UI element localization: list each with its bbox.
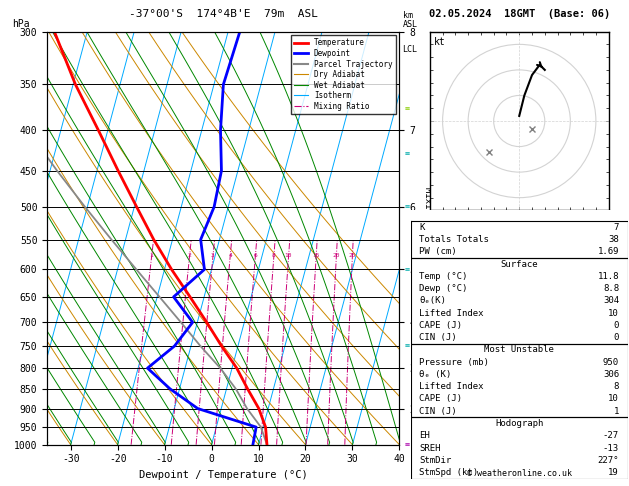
Text: CAPE (J): CAPE (J) [420,321,462,330]
Text: ≡: ≡ [404,265,409,274]
Text: CAPE (J): CAPE (J) [420,395,462,403]
Text: 25: 25 [348,253,356,258]
Text: CIN (J): CIN (J) [420,333,457,342]
Text: 15: 15 [313,253,320,258]
Text: -13: -13 [603,444,619,452]
Text: EH: EH [420,431,430,440]
Text: 306: 306 [603,370,619,379]
Text: ≡: ≡ [404,202,409,211]
Text: StmSpd (kt): StmSpd (kt) [420,468,479,477]
Text: 38: 38 [608,235,619,244]
Text: 1: 1 [150,253,153,258]
Text: 02.05.2024  18GMT  (Base: 06): 02.05.2024 18GMT (Base: 06) [428,9,610,19]
Text: LCL: LCL [402,45,417,53]
Text: kt: kt [433,37,445,47]
Y-axis label: Mixing Ratio (g/kg): Mixing Ratio (g/kg) [423,187,431,289]
Text: θₑ (K): θₑ (K) [420,370,452,379]
Text: 4: 4 [228,253,232,258]
Text: 8: 8 [272,253,276,258]
Text: 8: 8 [614,382,619,391]
Text: 6: 6 [253,253,257,258]
Text: 0: 0 [614,333,619,342]
Text: Lifted Index: Lifted Index [420,309,484,318]
Text: 950: 950 [603,358,619,367]
Text: 304: 304 [603,296,619,305]
Text: SREH: SREH [420,444,441,452]
Text: Temp (°C): Temp (°C) [420,272,468,281]
Text: km
ASL: km ASL [403,11,418,29]
X-axis label: Dewpoint / Temperature (°C): Dewpoint / Temperature (°C) [139,470,308,480]
Text: 8.8: 8.8 [603,284,619,293]
Text: -37°00'S  174°4B'E  79m  ASL: -37°00'S 174°4B'E 79m ASL [129,9,318,19]
Text: StmDir: StmDir [420,456,452,465]
Text: 227°: 227° [598,456,619,465]
Text: Pressure (mb): Pressure (mb) [420,358,489,367]
Text: ≡: ≡ [404,342,409,350]
Text: θₑ(K): θₑ(K) [420,296,447,305]
Text: -27: -27 [603,431,619,440]
Text: Most Unstable: Most Unstable [484,346,554,354]
Text: ≡: ≡ [404,440,409,449]
Text: K: K [420,223,425,232]
Text: 1: 1 [614,407,619,416]
Text: 0: 0 [614,321,619,330]
Text: 2: 2 [187,253,191,258]
Text: ≡: ≡ [404,104,409,113]
Text: Lifted Index: Lifted Index [420,382,484,391]
Text: 1.69: 1.69 [598,247,619,256]
Text: Dewp (°C): Dewp (°C) [420,284,468,293]
Text: © weatheronline.co.uk: © weatheronline.co.uk [467,469,572,478]
Text: 11.8: 11.8 [598,272,619,281]
Text: 3: 3 [211,253,214,258]
Text: 20: 20 [333,253,340,258]
Text: 10: 10 [608,309,619,318]
Text: Hodograph: Hodograph [495,419,543,428]
Text: ≡: ≡ [404,150,409,158]
Text: PW (cm): PW (cm) [420,247,457,256]
Text: hPa: hPa [13,19,30,29]
Text: Surface: Surface [501,260,538,269]
Text: CIN (J): CIN (J) [420,407,457,416]
Legend: Temperature, Dewpoint, Parcel Trajectory, Dry Adiabat, Wet Adiabat, Isotherm, Mi: Temperature, Dewpoint, Parcel Trajectory… [291,35,396,114]
Text: 10: 10 [608,395,619,403]
Text: 19: 19 [608,468,619,477]
Text: 7: 7 [614,223,619,232]
Text: Totals Totals: Totals Totals [420,235,489,244]
Text: 10: 10 [285,253,292,258]
